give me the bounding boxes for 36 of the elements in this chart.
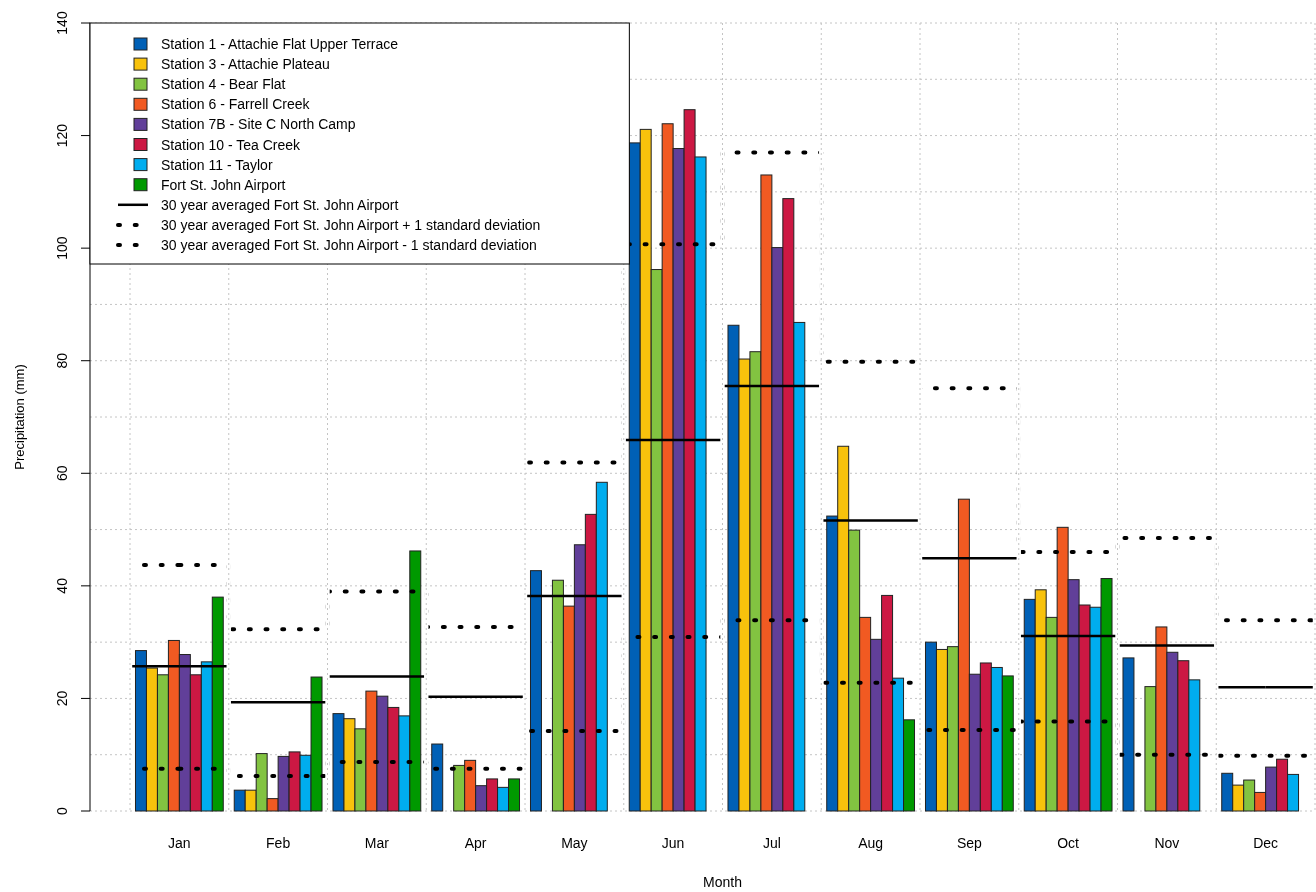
y-tick-label: 20 <box>54 690 70 707</box>
x-tick-label: Nov <box>1154 835 1180 851</box>
bar <box>529 570 542 812</box>
x-tick-label: Apr <box>464 835 487 851</box>
legend-label: Station 6 - Farrell Creek <box>161 96 311 113</box>
legend-label: Station 1 - Attachie Flat Upper Terrace <box>161 36 399 52</box>
x-tick-label: Oct <box>1057 835 1080 851</box>
legend-label: Station 11 - Taylor <box>161 156 273 173</box>
legend-label: Station 4 - Bear Flat <box>161 76 286 93</box>
x-axis-title: Month <box>703 874 742 890</box>
y-tick-label: 140 <box>54 11 70 35</box>
legend-label: Station 3 - Attachie Plateau <box>161 56 330 73</box>
legend-label: Station 10 - Tea Creek <box>161 136 302 153</box>
y-axis-title: Precipitation (mm) <box>12 364 27 470</box>
x-tick-label: Jan <box>168 835 191 851</box>
x-tick-label: May <box>561 835 588 851</box>
legend-label: 30 year averaged Fort St. John Airport - 1 standard deviation <box>161 237 537 253</box>
y-tick-label: 80 <box>54 352 70 369</box>
legend-label: 30 year averaged Fort St. John Airport + 1 standard deviation <box>161 216 541 233</box>
legend-label: 30 year averaged Fort St. John Airport <box>161 196 399 213</box>
bar <box>1122 657 1135 812</box>
y-tick-label: 40 <box>54 577 70 594</box>
legend-label: Fort St. John Airport <box>161 176 286 193</box>
x-tick-label: Aug <box>858 835 884 851</box>
bar <box>431 743 444 812</box>
y-tick-label: 0 <box>54 806 70 815</box>
x-tick-label: Dec <box>1253 835 1279 851</box>
y-tick-label: 60 <box>54 465 70 482</box>
y-tick-label: 100 <box>54 236 70 260</box>
x-tick-label: Feb <box>266 835 291 851</box>
x-tick-label: Sep <box>956 835 983 851</box>
x-tick-label: Jun <box>661 835 685 851</box>
y-tick-label: 120 <box>54 123 70 148</box>
x-tick-label: Jul <box>762 835 781 851</box>
legend-label: Station 7B - Site C North Camp <box>161 116 356 133</box>
x-tick-label: Mar <box>364 835 390 851</box>
